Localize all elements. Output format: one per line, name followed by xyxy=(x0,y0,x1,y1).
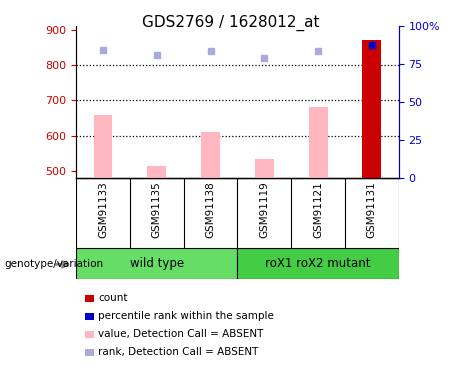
Text: GSM91133: GSM91133 xyxy=(98,182,108,238)
Text: GDS2769 / 1628012_at: GDS2769 / 1628012_at xyxy=(142,15,319,31)
Bar xyxy=(148,166,166,178)
Bar xyxy=(237,248,399,279)
Text: roX1 roX2 mutant: roX1 roX2 mutant xyxy=(266,257,371,270)
Text: genotype/variation: genotype/variation xyxy=(5,260,104,269)
Text: count: count xyxy=(98,293,128,303)
Bar xyxy=(255,159,274,178)
Bar xyxy=(309,108,327,178)
Text: wild type: wild type xyxy=(130,257,184,270)
Text: rank, Detection Call = ABSENT: rank, Detection Call = ABSENT xyxy=(98,347,259,357)
Text: value, Detection Call = ABSENT: value, Detection Call = ABSENT xyxy=(98,329,264,339)
Bar xyxy=(94,114,112,178)
Text: GSM91119: GSM91119 xyxy=(259,182,269,238)
Text: percentile rank within the sample: percentile rank within the sample xyxy=(98,311,274,321)
Text: GSM91135: GSM91135 xyxy=(152,182,162,238)
Bar xyxy=(76,248,237,279)
Text: GSM91121: GSM91121 xyxy=(313,182,323,238)
Bar xyxy=(362,40,381,178)
Bar xyxy=(201,132,220,178)
Text: GSM91138: GSM91138 xyxy=(206,182,216,238)
Text: GSM91131: GSM91131 xyxy=(367,182,377,238)
